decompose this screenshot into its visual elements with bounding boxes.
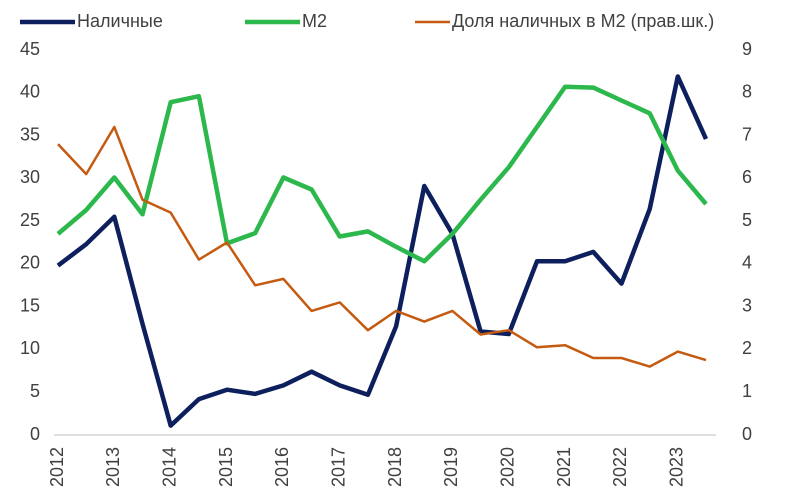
x-tick-label: 2023: [667, 447, 687, 487]
legend-label: Наличные: [77, 11, 163, 31]
y-tick-label: 30: [20, 167, 40, 187]
legend-label: M2: [302, 11, 327, 31]
y-tick-label: 25: [20, 210, 40, 230]
x-tick-label: 2018: [385, 447, 405, 487]
y2-tick-label: 9: [742, 39, 752, 59]
y2-tick-label: 4: [742, 253, 752, 273]
y2-tick-label: 6: [742, 167, 752, 187]
y2-tick-label: 5: [742, 210, 752, 230]
x-tick-label: 2015: [216, 447, 236, 487]
x-tick-label: 2014: [159, 447, 179, 487]
x-tick-label: 2017: [328, 447, 348, 487]
x-tick-label: 2020: [498, 447, 518, 487]
legend-label: Доля наличных в М2 (прав.шк.): [452, 11, 714, 31]
y-tick-label: 45: [20, 39, 40, 59]
x-tick-label: 2012: [47, 447, 67, 487]
x-tick-label: 2021: [554, 447, 574, 487]
y-tick-label: 20: [20, 253, 40, 273]
series-line: [57, 125, 707, 368]
series-line: [56, 74, 709, 428]
y2-tick-label: 1: [742, 381, 752, 401]
y-tick-label: 0: [30, 424, 40, 444]
y-tick-label: 10: [20, 338, 40, 358]
y-tick-label: 15: [20, 295, 40, 315]
y2-tick-label: 7: [742, 124, 752, 144]
y-tick-label: 40: [20, 82, 40, 102]
x-tick-label: 2019: [441, 447, 461, 487]
y2-tick-label: 8: [742, 82, 752, 102]
y2-tick-label: 2: [742, 338, 752, 358]
y-tick-label: 5: [30, 381, 40, 401]
series-line: [56, 84, 708, 264]
x-tick-label: 2022: [610, 447, 630, 487]
y2-tick-label: 3: [742, 295, 752, 315]
x-tick-label: 2013: [103, 447, 123, 487]
y2-tick-label: 0: [742, 424, 752, 444]
x-tick-label: 2016: [272, 447, 292, 487]
y-tick-label: 35: [20, 124, 40, 144]
